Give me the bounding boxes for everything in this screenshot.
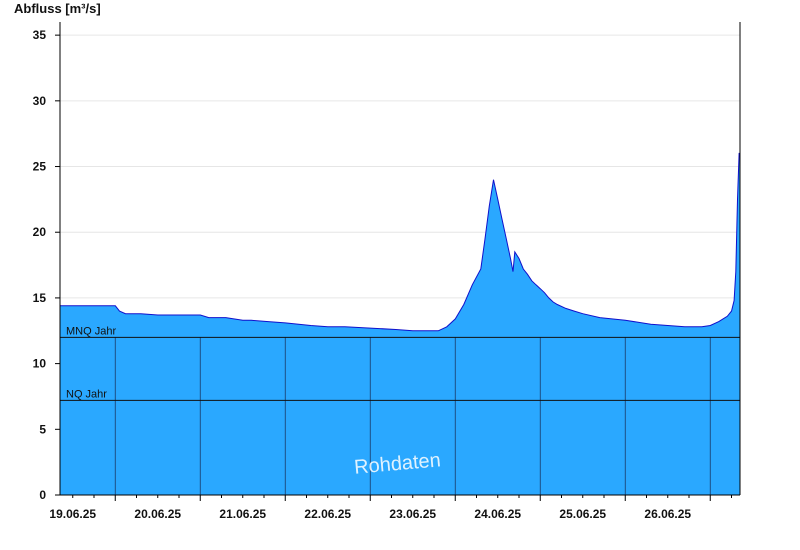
reference-line-label: MNQ Jahr bbox=[66, 325, 116, 337]
x-tick-label: 21.06.25 bbox=[219, 507, 266, 521]
y-tick-label: 15 bbox=[33, 291, 47, 305]
x-tick-label: 22.06.25 bbox=[304, 507, 351, 521]
x-tick-label: 25.06.25 bbox=[559, 507, 606, 521]
y-axis-label: Abfluss [m³/s] bbox=[14, 1, 101, 16]
series-area bbox=[60, 153, 740, 495]
y-tick-label: 30 bbox=[33, 94, 47, 108]
x-tick-label: 26.06.25 bbox=[644, 507, 691, 521]
y-tick-label: 35 bbox=[33, 28, 47, 42]
x-tick-label: 24.06.25 bbox=[474, 507, 521, 521]
x-tick-label: 19.06.25 bbox=[49, 507, 96, 521]
reference-line-label: NQ Jahr bbox=[66, 388, 107, 400]
y-tick-label: 0 bbox=[39, 488, 46, 502]
y-tick-label: 25 bbox=[33, 160, 47, 174]
y-tick-label: 20 bbox=[33, 225, 47, 239]
x-tick-label: 23.06.25 bbox=[389, 507, 436, 521]
y-tick-label: 10 bbox=[33, 357, 47, 371]
series-line bbox=[60, 152, 740, 332]
y-tick-label: 5 bbox=[39, 422, 46, 436]
x-tick-label: 20.06.25 bbox=[134, 507, 181, 521]
